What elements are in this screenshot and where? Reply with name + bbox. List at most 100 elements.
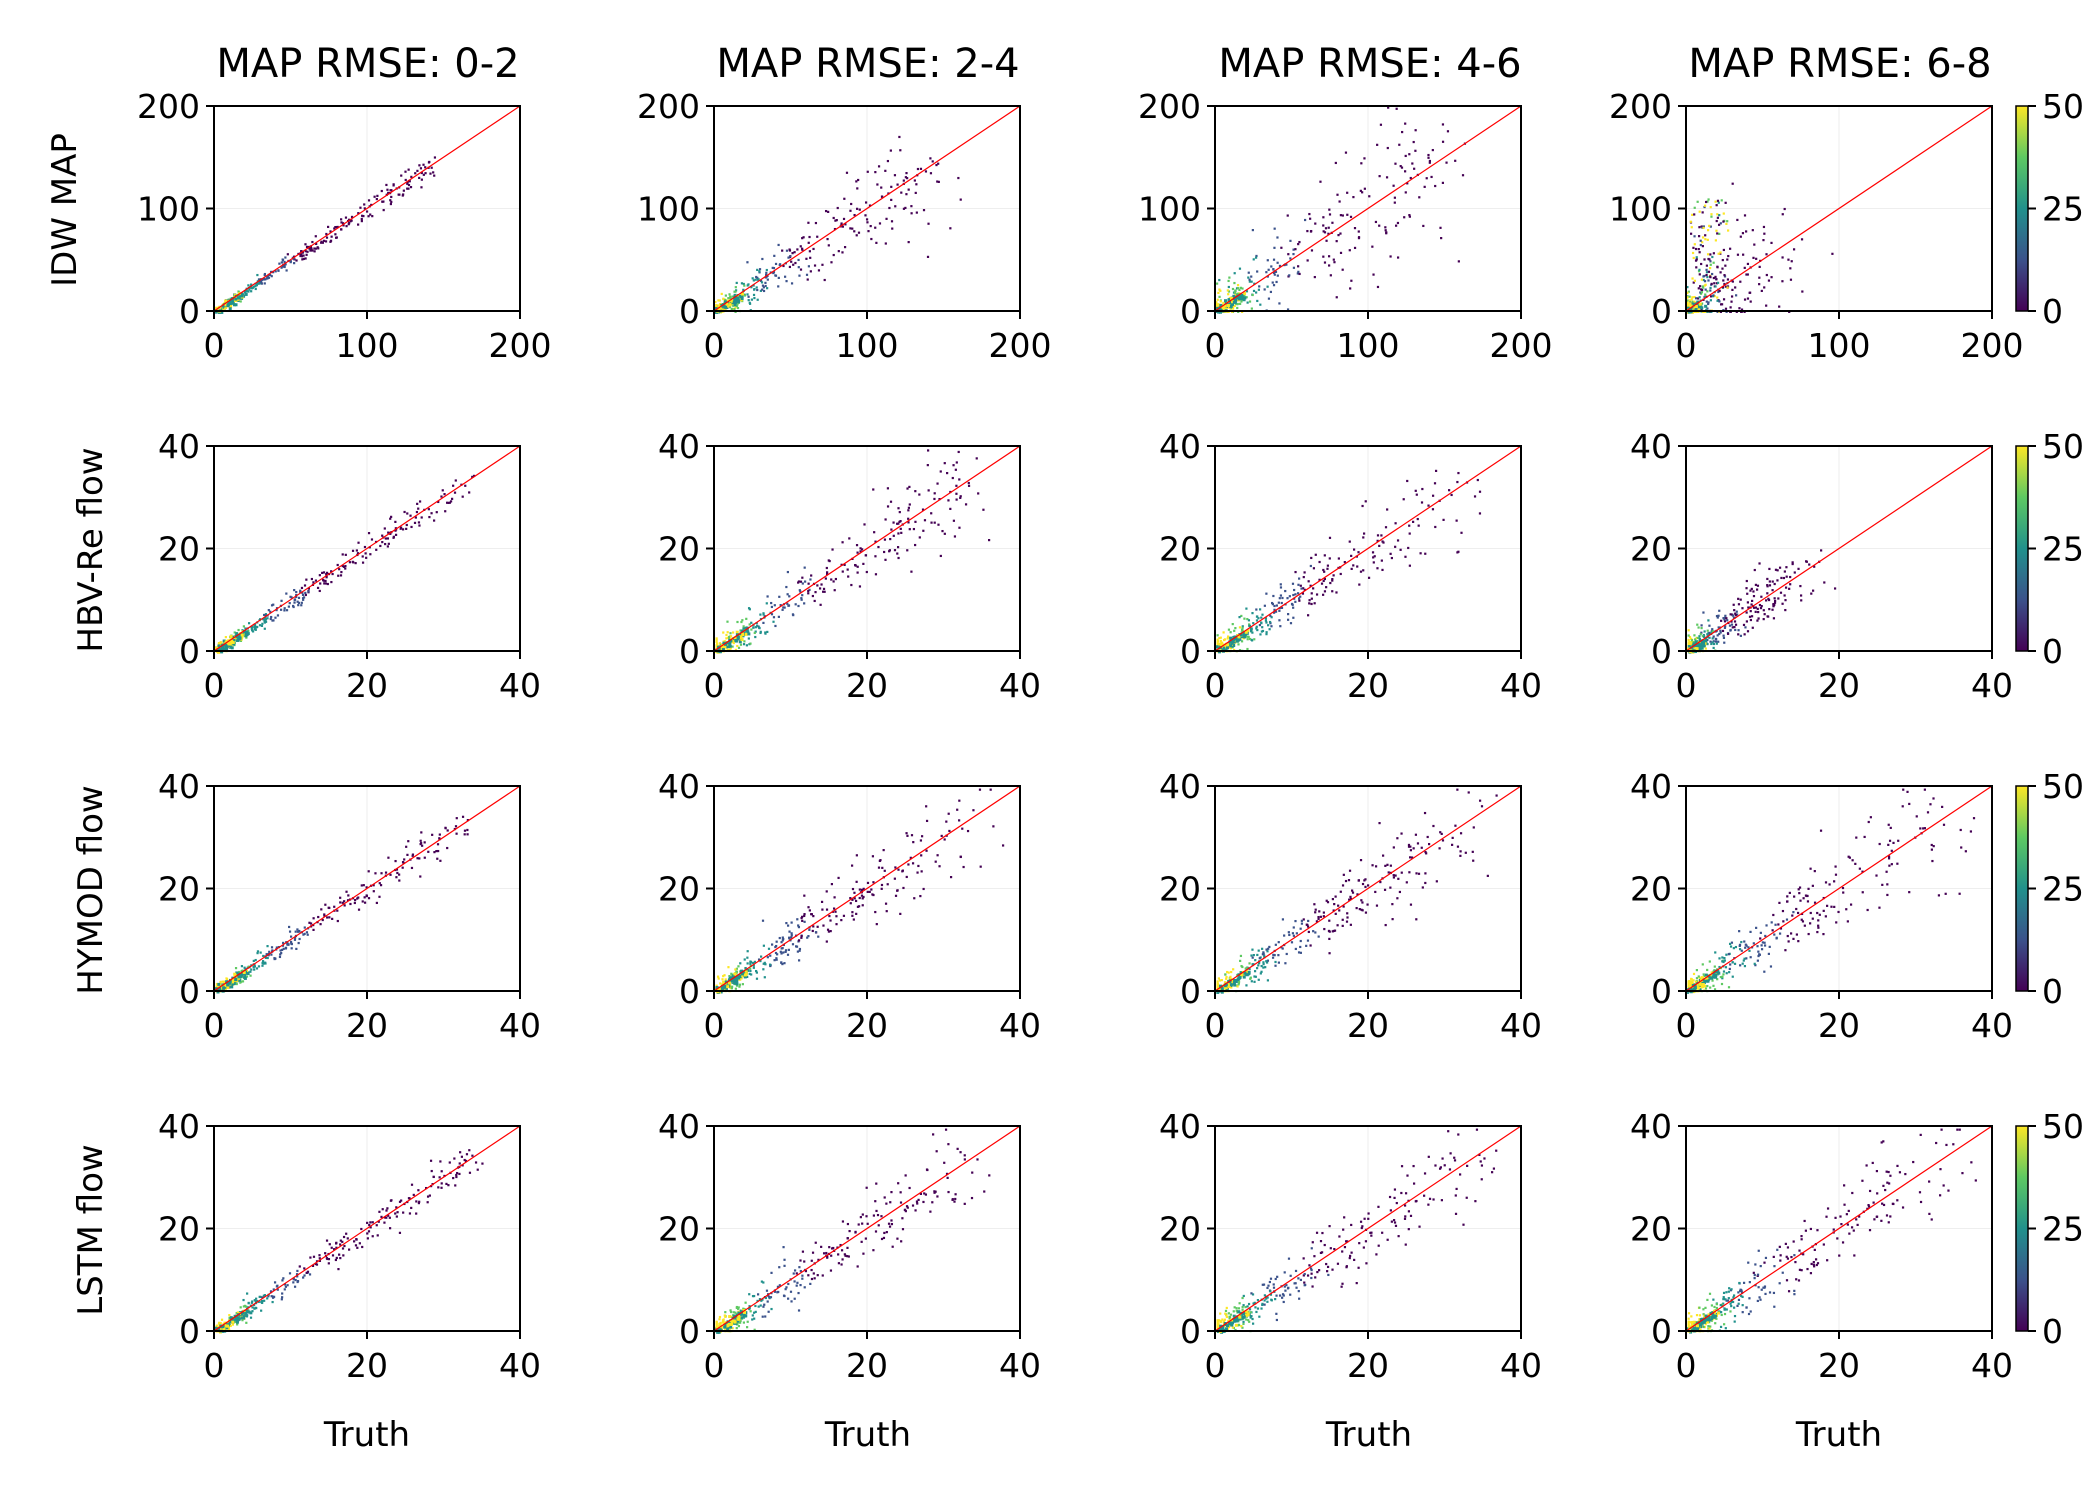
density-core-point	[240, 633, 244, 637]
density-core-point	[217, 650, 221, 654]
density-point	[253, 623, 256, 627]
density-point	[1262, 963, 1265, 966]
density-point	[729, 295, 732, 298]
density-point	[1241, 626, 1244, 629]
density-point	[1274, 960, 1277, 964]
density-point	[1275, 280, 1278, 284]
density-point	[1278, 609, 1281, 612]
density-point	[1789, 278, 1793, 281]
density-point	[946, 471, 949, 475]
density-point	[461, 815, 465, 818]
density-core-point	[1221, 648, 1225, 652]
density-point	[243, 291, 247, 294]
density-point	[1701, 241, 1704, 244]
density-point	[266, 277, 269, 280]
density-point	[422, 163, 425, 166]
density-point	[835, 923, 838, 926]
density-point	[764, 631, 767, 634]
density-point	[798, 274, 801, 277]
density-point	[1729, 613, 1732, 616]
density-point	[729, 635, 733, 638]
density-point	[395, 876, 398, 879]
density-core-point	[732, 974, 736, 978]
density-point	[1407, 546, 1410, 550]
density-core-point	[736, 636, 740, 640]
density-point	[433, 174, 436, 177]
density-point	[938, 865, 941, 868]
density-point	[277, 269, 280, 272]
density-point	[1232, 305, 1235, 308]
density-point	[305, 245, 309, 249]
density-point	[874, 573, 878, 576]
density-point	[746, 261, 749, 264]
density-point	[1276, 261, 1279, 264]
density-point	[1702, 275, 1705, 278]
density-core-point	[1697, 308, 1701, 312]
density-point	[880, 186, 883, 189]
density-point	[1251, 612, 1254, 615]
density-core-point	[215, 306, 219, 310]
density-point	[1805, 560, 1808, 563]
density-point	[1723, 620, 1727, 623]
density-point	[882, 848, 885, 852]
density-point	[263, 619, 266, 622]
density-point	[738, 983, 742, 986]
density-point	[794, 603, 797, 606]
density-point	[354, 562, 357, 565]
density-point	[371, 215, 374, 218]
y-tick-label: 0	[1651, 632, 1672, 671]
density-point	[1724, 616, 1727, 620]
density-core-point	[721, 304, 725, 308]
identity-line	[713, 105, 1021, 312]
density-point	[805, 257, 808, 260]
density-core-point	[1232, 635, 1236, 639]
density-point	[259, 951, 262, 954]
density-point	[734, 306, 737, 309]
density-point	[1718, 214, 1721, 217]
density-point	[731, 985, 734, 988]
density-point	[1356, 565, 1359, 568]
density-point	[855, 234, 858, 237]
density-point	[1298, 599, 1301, 602]
density-point	[1423, 811, 1427, 815]
density-point	[1280, 601, 1283, 605]
density-point	[920, 854, 923, 857]
density-point	[755, 977, 759, 980]
density-point	[856, 551, 859, 554]
density-point	[1722, 248, 1725, 252]
density-point	[317, 915, 320, 919]
density-point	[1406, 182, 1409, 185]
density-core-point	[733, 972, 737, 976]
density-point	[1709, 253, 1712, 256]
density-point	[726, 620, 729, 623]
colorbar-gradient	[2015, 445, 2029, 652]
density-point	[851, 227, 854, 230]
density-point	[389, 202, 392, 206]
density-point	[1219, 639, 1222, 643]
density-point	[1729, 629, 1732, 632]
density-point	[797, 266, 800, 269]
density-point	[885, 910, 888, 913]
density-point	[1348, 869, 1352, 872]
density-point	[825, 890, 828, 893]
density-point	[1346, 912, 1349, 915]
y-tick-label: 40	[658, 427, 700, 466]
density-point	[1691, 300, 1694, 303]
density-point	[1246, 617, 1249, 621]
density-core-point	[1225, 302, 1229, 306]
density-point	[743, 284, 746, 287]
density-point	[1724, 264, 1727, 267]
density-point	[808, 250, 811, 253]
density-point	[466, 833, 469, 836]
density-point	[1391, 918, 1394, 921]
density-point	[1730, 295, 1734, 298]
density-point	[1250, 307, 1253, 310]
density-point	[776, 953, 779, 956]
density-point	[813, 264, 817, 267]
density-point	[399, 527, 402, 530]
density-point	[1707, 270, 1711, 273]
density-point	[1709, 266, 1712, 270]
identity-line	[713, 785, 1021, 992]
density-point	[357, 212, 360, 215]
